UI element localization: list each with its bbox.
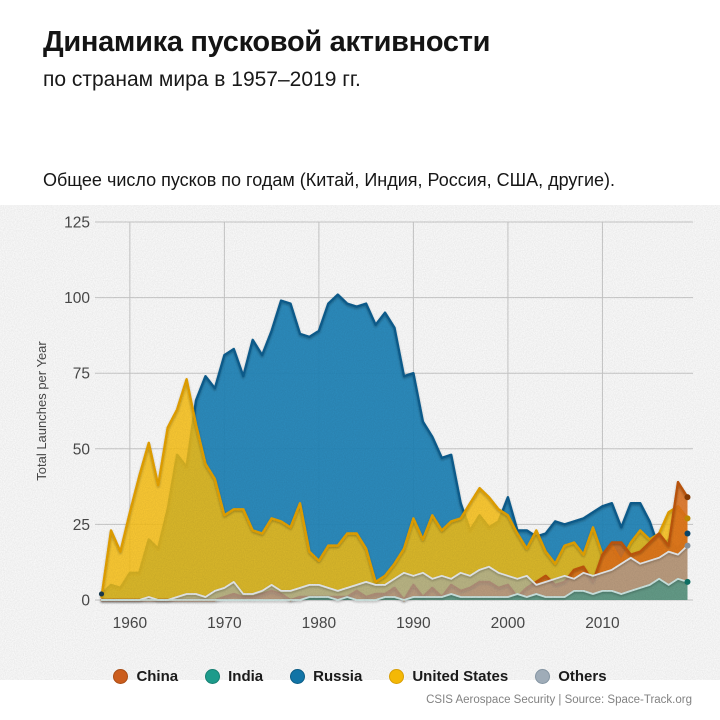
legend-item-russia: Russia [290, 668, 362, 685]
grain-overlay [0, 205, 720, 680]
legend-label-others: Others [558, 668, 607, 685]
legend-label-united-states: United States [412, 668, 509, 685]
legend: China India Russia United States Others [0, 668, 720, 685]
legend-dot-india [205, 669, 221, 684]
chart-area: 0 25 50 75 100 125 1960 1970 1980 1990 2000 2010 Tot… [0, 205, 720, 680]
legend-item-india: India [205, 668, 263, 685]
legend-label-russia: Russia [313, 668, 363, 685]
legend-dot-others [535, 669, 551, 684]
page-title: Динамика пусковой активности [43, 26, 491, 58]
legend-label-india: India [228, 668, 264, 685]
header: Динамика пусковой активности по странам … [43, 26, 683, 93]
source-credit: CSIS Aerospace Security | Source: Space-… [426, 694, 692, 706]
page-subtitle: по странам мира в 1957–2019 гг. [43, 68, 361, 92]
chart-description: Общее число пусков по годам (Китай, Инди… [43, 170, 616, 190]
legend-label-china: China [136, 668, 179, 685]
legend-dot-russia [290, 669, 306, 684]
legend-dot-china [113, 669, 129, 684]
legend-dot-united-states [389, 669, 405, 684]
legend-item-china: China [113, 668, 178, 685]
legend-item-others: Others [535, 668, 607, 685]
legend-item-united-states: United States [389, 668, 508, 685]
